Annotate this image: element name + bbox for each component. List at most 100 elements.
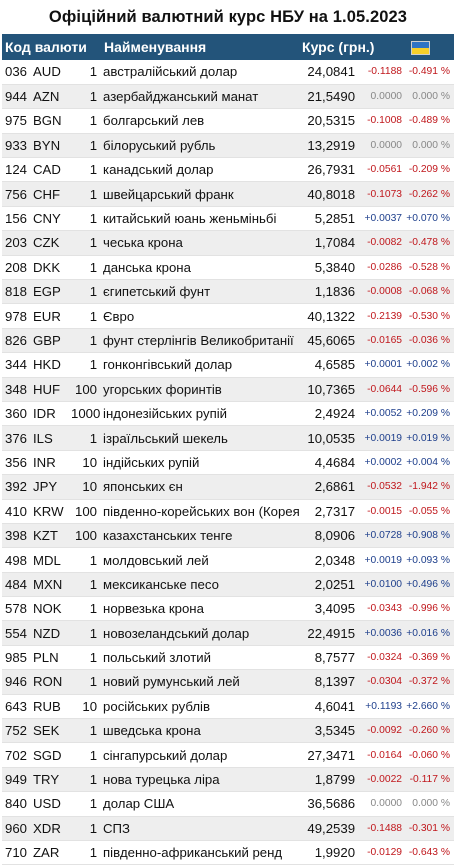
currency-numeric-code: 124 — [2, 157, 31, 183]
table-row: 344 HKD 1 гонконгівський долар 4,6585 +0.0001… — [2, 352, 455, 378]
currency-unit-quantity: 1 — [71, 547, 102, 573]
currency-numeric-code: 348 — [2, 377, 31, 402]
header-name: Найменування — [104, 39, 207, 55]
currency-name: фунт стерлінгів Великобританії — [101, 328, 300, 354]
rate-change: +0.0001 — [357, 352, 403, 378]
currency-unit-quantity: 1 — [71, 596, 102, 622]
currency-unit-quantity: 1 — [71, 425, 102, 451]
currency-letter-code: XDR — [31, 816, 71, 842]
rate-change: -0.0022 — [357, 767, 403, 793]
exchange-rate: 40,8018 — [299, 181, 358, 207]
table-row: 643 RUB 10 російських рублів 4,6041 +0.1193 +2… — [2, 694, 455, 720]
rate-change: -0.1073 — [357, 181, 403, 207]
rate-change: +0.0037 — [357, 206, 403, 232]
currency-numeric-code: 985 — [2, 645, 31, 671]
currency-name: долар США — [101, 791, 300, 817]
currency-unit-quantity: 1 — [71, 840, 102, 865]
currency-name: болгарський лев — [101, 108, 300, 134]
currency-letter-code: HUF — [31, 377, 71, 402]
rate-change-percent: -0.643 % — [402, 840, 455, 865]
exchange-rate: 5,2851 — [299, 206, 358, 232]
rate-change-percent: -0.596 % — [402, 377, 455, 402]
currency-numeric-code: 392 — [2, 474, 31, 500]
currency-letter-code: BGN — [31, 108, 71, 134]
rate-change-percent: -0.060 % — [402, 742, 455, 768]
currency-unit-quantity: 1 — [71, 669, 102, 695]
exchange-rate: 3,5345 — [299, 718, 358, 744]
currency-name: південно-корейських вон (Корея) — [101, 499, 300, 524]
rate-change-percent: +0.004 % — [402, 450, 455, 476]
exchange-rate: 1,1836 — [299, 279, 358, 305]
currency-unit-quantity: 1 — [71, 60, 102, 85]
exchange-rate: 8,1397 — [299, 669, 358, 695]
currency-unit-quantity: 1 — [71, 352, 102, 378]
currency-numeric-code: 643 — [2, 694, 31, 720]
currency-unit-quantity: 100 — [71, 499, 102, 524]
currency-name: канадський долар — [101, 157, 300, 183]
table-row: 356 INR 10 індійських рупій 4,4684 +0.0002 +0.… — [2, 450, 455, 476]
rates-table: Код валюти Найменування Курс (грн.) 036 A… — [2, 34, 455, 865]
currency-numeric-code: 946 — [2, 669, 31, 695]
currency-name: швейцарський франк — [101, 181, 300, 207]
rate-change: +0.0036 — [357, 620, 403, 646]
currency-letter-code: BYN — [31, 133, 71, 159]
currency-unit-quantity: 1 — [71, 767, 102, 793]
currency-unit-quantity: 1 — [71, 645, 102, 671]
currency-letter-code: CNY — [31, 206, 71, 232]
currency-unit-quantity: 1000 — [71, 401, 102, 427]
currency-name: польський злотий — [101, 645, 300, 671]
currency-name: японських єн — [101, 474, 300, 500]
currency-numeric-code: 710 — [2, 840, 31, 865]
rate-change-percent: -0.262 % — [402, 181, 455, 207]
currency-letter-code: SEK — [31, 718, 71, 744]
exchange-rate: 24,0841 — [299, 60, 358, 85]
rate-change-percent: +0.496 % — [402, 572, 455, 598]
currency-name: новозеландський долар — [101, 620, 300, 646]
currency-name: данська крона — [101, 255, 300, 281]
rate-change: -0.0532 — [357, 474, 403, 500]
currency-numeric-code: 398 — [2, 523, 31, 549]
currency-numeric-code: 752 — [2, 718, 31, 744]
currency-unit-quantity: 1 — [71, 279, 102, 305]
currency-numeric-code: 208 — [2, 255, 31, 281]
table-row: 348 HUF 100 угорських форинтів 10,7365 -0.064… — [2, 377, 455, 402]
currency-letter-code: USD — [31, 791, 71, 817]
currency-name: норвезька крона — [101, 596, 300, 622]
currency-name: білоруський рубль — [101, 133, 300, 159]
rate-change: -0.0286 — [357, 255, 403, 281]
page-title: Офіційний валютний курс НБУ на 1.05.2023 — [48, 8, 408, 26]
exchange-rate: 22,4915 — [299, 620, 358, 646]
currency-numeric-code: 944 — [2, 84, 31, 110]
currency-numeric-code: 960 — [2, 816, 31, 842]
currency-letter-code: KZT — [31, 523, 71, 549]
rate-change-percent: +0.093 % — [402, 547, 455, 573]
exchange-rate: 4,4684 — [299, 450, 358, 476]
currency-name: шведська крона — [101, 718, 300, 744]
rate-change-percent: -0.530 % — [402, 303, 455, 329]
exchange-rate: 1,9920 — [299, 840, 358, 865]
currency-name: сінгапурський долар — [101, 742, 300, 768]
currency-letter-code: NZD — [31, 620, 71, 646]
rate-change-percent: -0.117 % — [402, 767, 455, 793]
rate-change: -0.0008 — [357, 279, 403, 305]
currency-letter-code: GBP — [31, 328, 71, 354]
rate-change-percent: +0.209 % — [402, 401, 455, 427]
currency-letter-code: RON — [31, 669, 71, 695]
currency-numeric-code: 203 — [2, 230, 31, 256]
rate-change: -0.0082 — [357, 230, 403, 256]
currency-letter-code: IDR — [31, 401, 71, 427]
currency-numeric-code: 933 — [2, 133, 31, 159]
exchange-rate: 8,7577 — [299, 645, 358, 671]
table-row: 702 SGD 1 сінгапурський долар 27,3471 -0.0164… — [2, 742, 455, 768]
rate-change-percent: +2.660 % — [402, 694, 455, 720]
rate-change: +0.0728 — [357, 523, 403, 549]
currency-unit-quantity: 1 — [71, 255, 102, 281]
currency-name: угорських форинтів — [101, 377, 300, 402]
rate-change: -0.1188 — [357, 60, 403, 85]
rate-change: 0.0000 — [357, 84, 403, 110]
currency-unit-quantity: 10 — [71, 694, 102, 720]
table-row: 392 JPY 10 японських єн 2,6861 -0.0532 -1.942 … — [2, 474, 455, 500]
currency-unit-quantity: 1 — [71, 84, 102, 110]
currency-name: чеська крона — [101, 230, 300, 256]
exchange-rate: 8,0906 — [299, 523, 358, 549]
